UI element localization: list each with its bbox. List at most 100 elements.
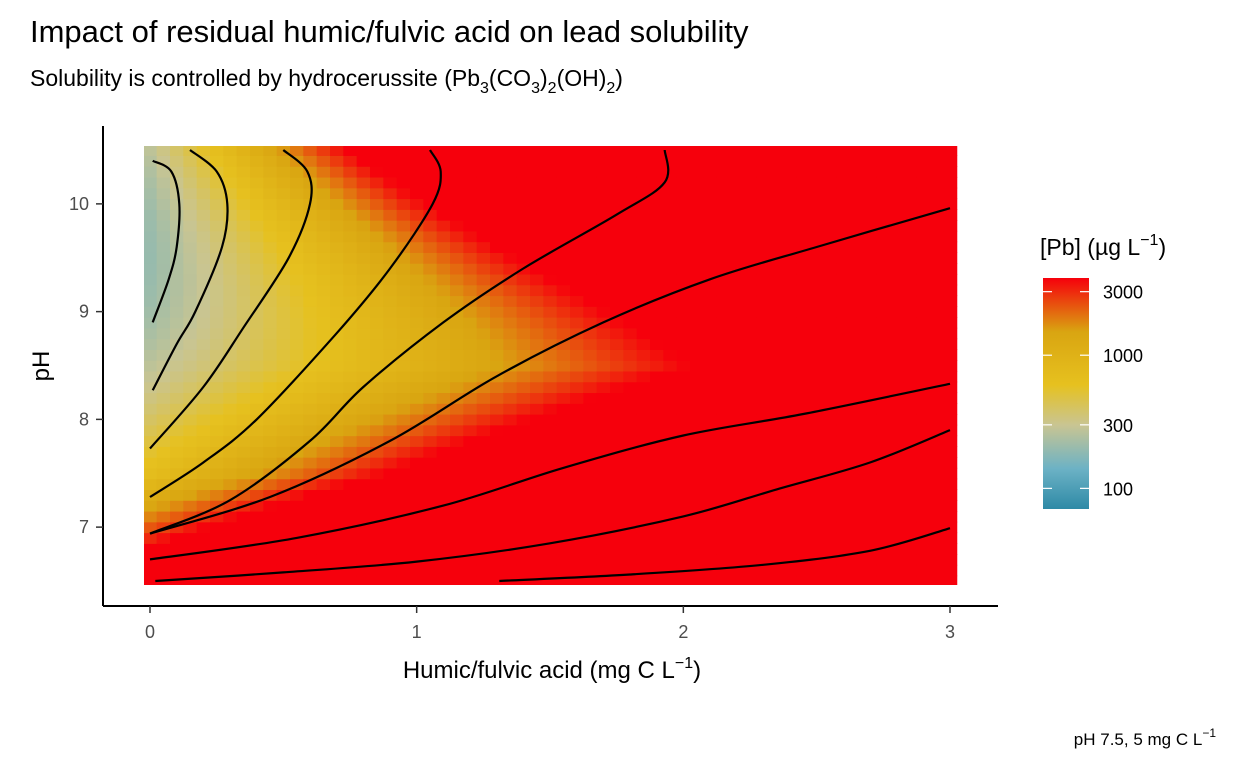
heatmap-cell [316, 284, 331, 297]
heatmap-cell [156, 457, 171, 469]
heatmap-cell [916, 446, 931, 458]
heatmap-cell [290, 187, 304, 200]
heatmap-cell [516, 435, 531, 447]
heatmap-cell [596, 554, 611, 566]
heatmap-cell [570, 575, 584, 585]
heatmap-cell [316, 489, 331, 501]
heatmap-cell [330, 554, 344, 566]
heatmap-cell [303, 457, 318, 469]
heatmap-cell [516, 446, 531, 458]
heatmap-cell [903, 532, 918, 544]
heatmap-cell [530, 554, 544, 566]
heatmap-cell [210, 273, 224, 286]
heatmap-cell [863, 155, 878, 167]
heatmap-cell [836, 327, 851, 340]
heatmap-cell [876, 413, 891, 426]
heatmap-cell [370, 327, 384, 340]
heatmap-cell [823, 252, 838, 264]
heatmap-cell [156, 478, 171, 491]
heatmap-cell [343, 317, 358, 329]
heatmap-cell [503, 370, 518, 383]
heatmap-cell [503, 187, 518, 200]
heatmap-cell [263, 295, 278, 307]
heatmap-cell [370, 564, 384, 577]
heatmap-cell [290, 392, 304, 404]
heatmap-cell [596, 295, 611, 307]
heatmap-cell [290, 349, 304, 361]
heatmap-cell [303, 554, 318, 566]
heatmap-cell [810, 338, 824, 350]
heatmap-cell [410, 554, 424, 566]
heatmap-cell [343, 349, 358, 361]
heatmap-cell [276, 295, 291, 307]
heatmap-cell [263, 198, 278, 210]
heatmap-cell [250, 306, 264, 318]
heatmap-cell [370, 457, 384, 469]
heatmap-cell [410, 176, 424, 189]
heatmap-cell [770, 370, 784, 383]
heatmap-cell [516, 284, 531, 297]
heatmap-cell [876, 370, 891, 383]
heatmap-cell [756, 166, 771, 178]
heatmap-cell [450, 500, 464, 512]
heatmap-cell [650, 252, 664, 264]
heatmap-cell [356, 446, 371, 458]
heatmap-cell [410, 166, 424, 178]
heatmap-cell [396, 575, 411, 585]
heatmap-cell [583, 273, 598, 286]
heatmap-cell [636, 230, 651, 243]
heatmap-cell [236, 381, 251, 394]
heatmap-cell [543, 446, 558, 458]
heatmap-cell [610, 575, 624, 585]
heatmap-cell [503, 176, 518, 189]
heatmap-cell [663, 198, 678, 210]
heatmap-cell [343, 295, 358, 307]
heatmap-cell [663, 306, 678, 318]
heatmap-cell [716, 166, 731, 178]
heatmap-cell [850, 543, 864, 555]
heatmap-cell [516, 392, 531, 404]
heatmap-cell [383, 392, 398, 404]
heatmap-cell [463, 155, 478, 167]
heatmap-cell [890, 146, 904, 156]
heatmap-cell [343, 230, 358, 243]
heatmap-cell [530, 284, 544, 297]
heatmap-cell [756, 252, 771, 264]
heatmap-cell [370, 306, 384, 318]
heatmap-cell [663, 500, 678, 512]
heatmap-cell [476, 564, 491, 577]
heatmap-cell [170, 198, 184, 210]
heatmap-cell [436, 220, 451, 232]
heatmap-cell [916, 467, 931, 480]
heatmap-cell [850, 155, 864, 167]
heatmap-cell [543, 187, 558, 200]
heatmap-cell [716, 446, 731, 458]
heatmap-cell [170, 564, 184, 577]
heatmap-cell [556, 263, 571, 275]
heatmap-cell [210, 284, 224, 297]
heatmap-cell [144, 435, 158, 447]
heatmap-cell [516, 317, 531, 329]
heatmap-cell [943, 273, 958, 286]
heatmap-cell [543, 241, 558, 253]
heatmap-cell [196, 370, 211, 383]
heatmap-cell [810, 360, 824, 372]
heatmap-cell [850, 360, 864, 372]
heatmap-cell [290, 166, 304, 178]
heatmap-cell [356, 575, 371, 585]
heatmap-cell [770, 306, 784, 318]
heatmap-cell [903, 467, 918, 480]
heatmap-cell [783, 327, 798, 340]
heatmap-cell [716, 413, 731, 426]
heatmap-cell [756, 564, 771, 577]
heatmap-cell [876, 263, 891, 275]
heatmap-cell [156, 392, 171, 404]
heatmap-cell [316, 575, 331, 585]
heatmap-cell [530, 381, 544, 394]
heatmap-cell [490, 446, 504, 458]
heatmap-cell [570, 273, 584, 286]
heatmap-cell [196, 543, 211, 555]
heatmap-cell [250, 349, 264, 361]
heatmap-cell [916, 403, 931, 415]
heatmap-cell [730, 230, 744, 243]
